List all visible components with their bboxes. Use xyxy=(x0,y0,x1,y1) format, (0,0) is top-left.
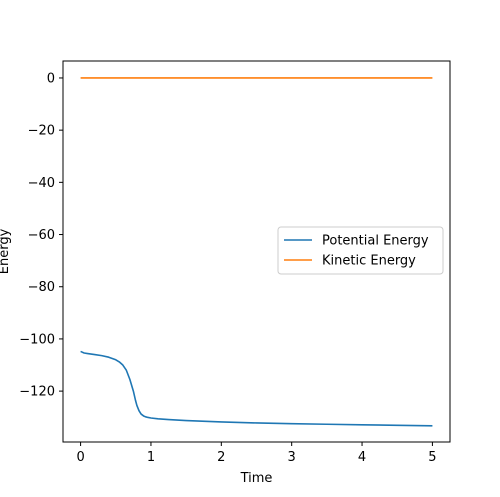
x-tick-label: 4 xyxy=(358,450,366,465)
x-tick-label: 2 xyxy=(217,450,225,465)
y-tick-label: −20 xyxy=(28,124,55,139)
x-tick-label: 1 xyxy=(147,450,155,465)
axes-frame xyxy=(62,60,451,443)
legend-label-potential-energy: Potential Energy xyxy=(322,234,429,249)
x-axis-label: Time xyxy=(240,471,273,486)
y-tick-label: −40 xyxy=(28,176,55,191)
x-tick-label: 5 xyxy=(428,450,436,465)
x-tick-label: 0 xyxy=(76,450,84,465)
potential-energy-line xyxy=(80,350,433,427)
y-tick-label: −100 xyxy=(19,332,55,347)
legend-box xyxy=(277,226,444,275)
series-layer xyxy=(80,77,433,427)
legend: Potential Energy Kinetic Energy xyxy=(277,226,444,275)
y-tick-label: 0 xyxy=(47,71,55,86)
x-tick-label: 3 xyxy=(288,450,296,465)
y-tick-label: −120 xyxy=(19,385,55,400)
legend-label-kinetic-energy: Kinetic Energy xyxy=(322,254,416,269)
x-axis: 0 1 2 3 4 5 xyxy=(76,442,437,465)
y-tick-label: −80 xyxy=(28,280,55,295)
y-axis: 0 −20 −40 −60 −80 −100 −120 xyxy=(19,71,63,400)
y-tick-label: −60 xyxy=(28,228,55,243)
y-axis-label: Energy xyxy=(0,228,12,274)
